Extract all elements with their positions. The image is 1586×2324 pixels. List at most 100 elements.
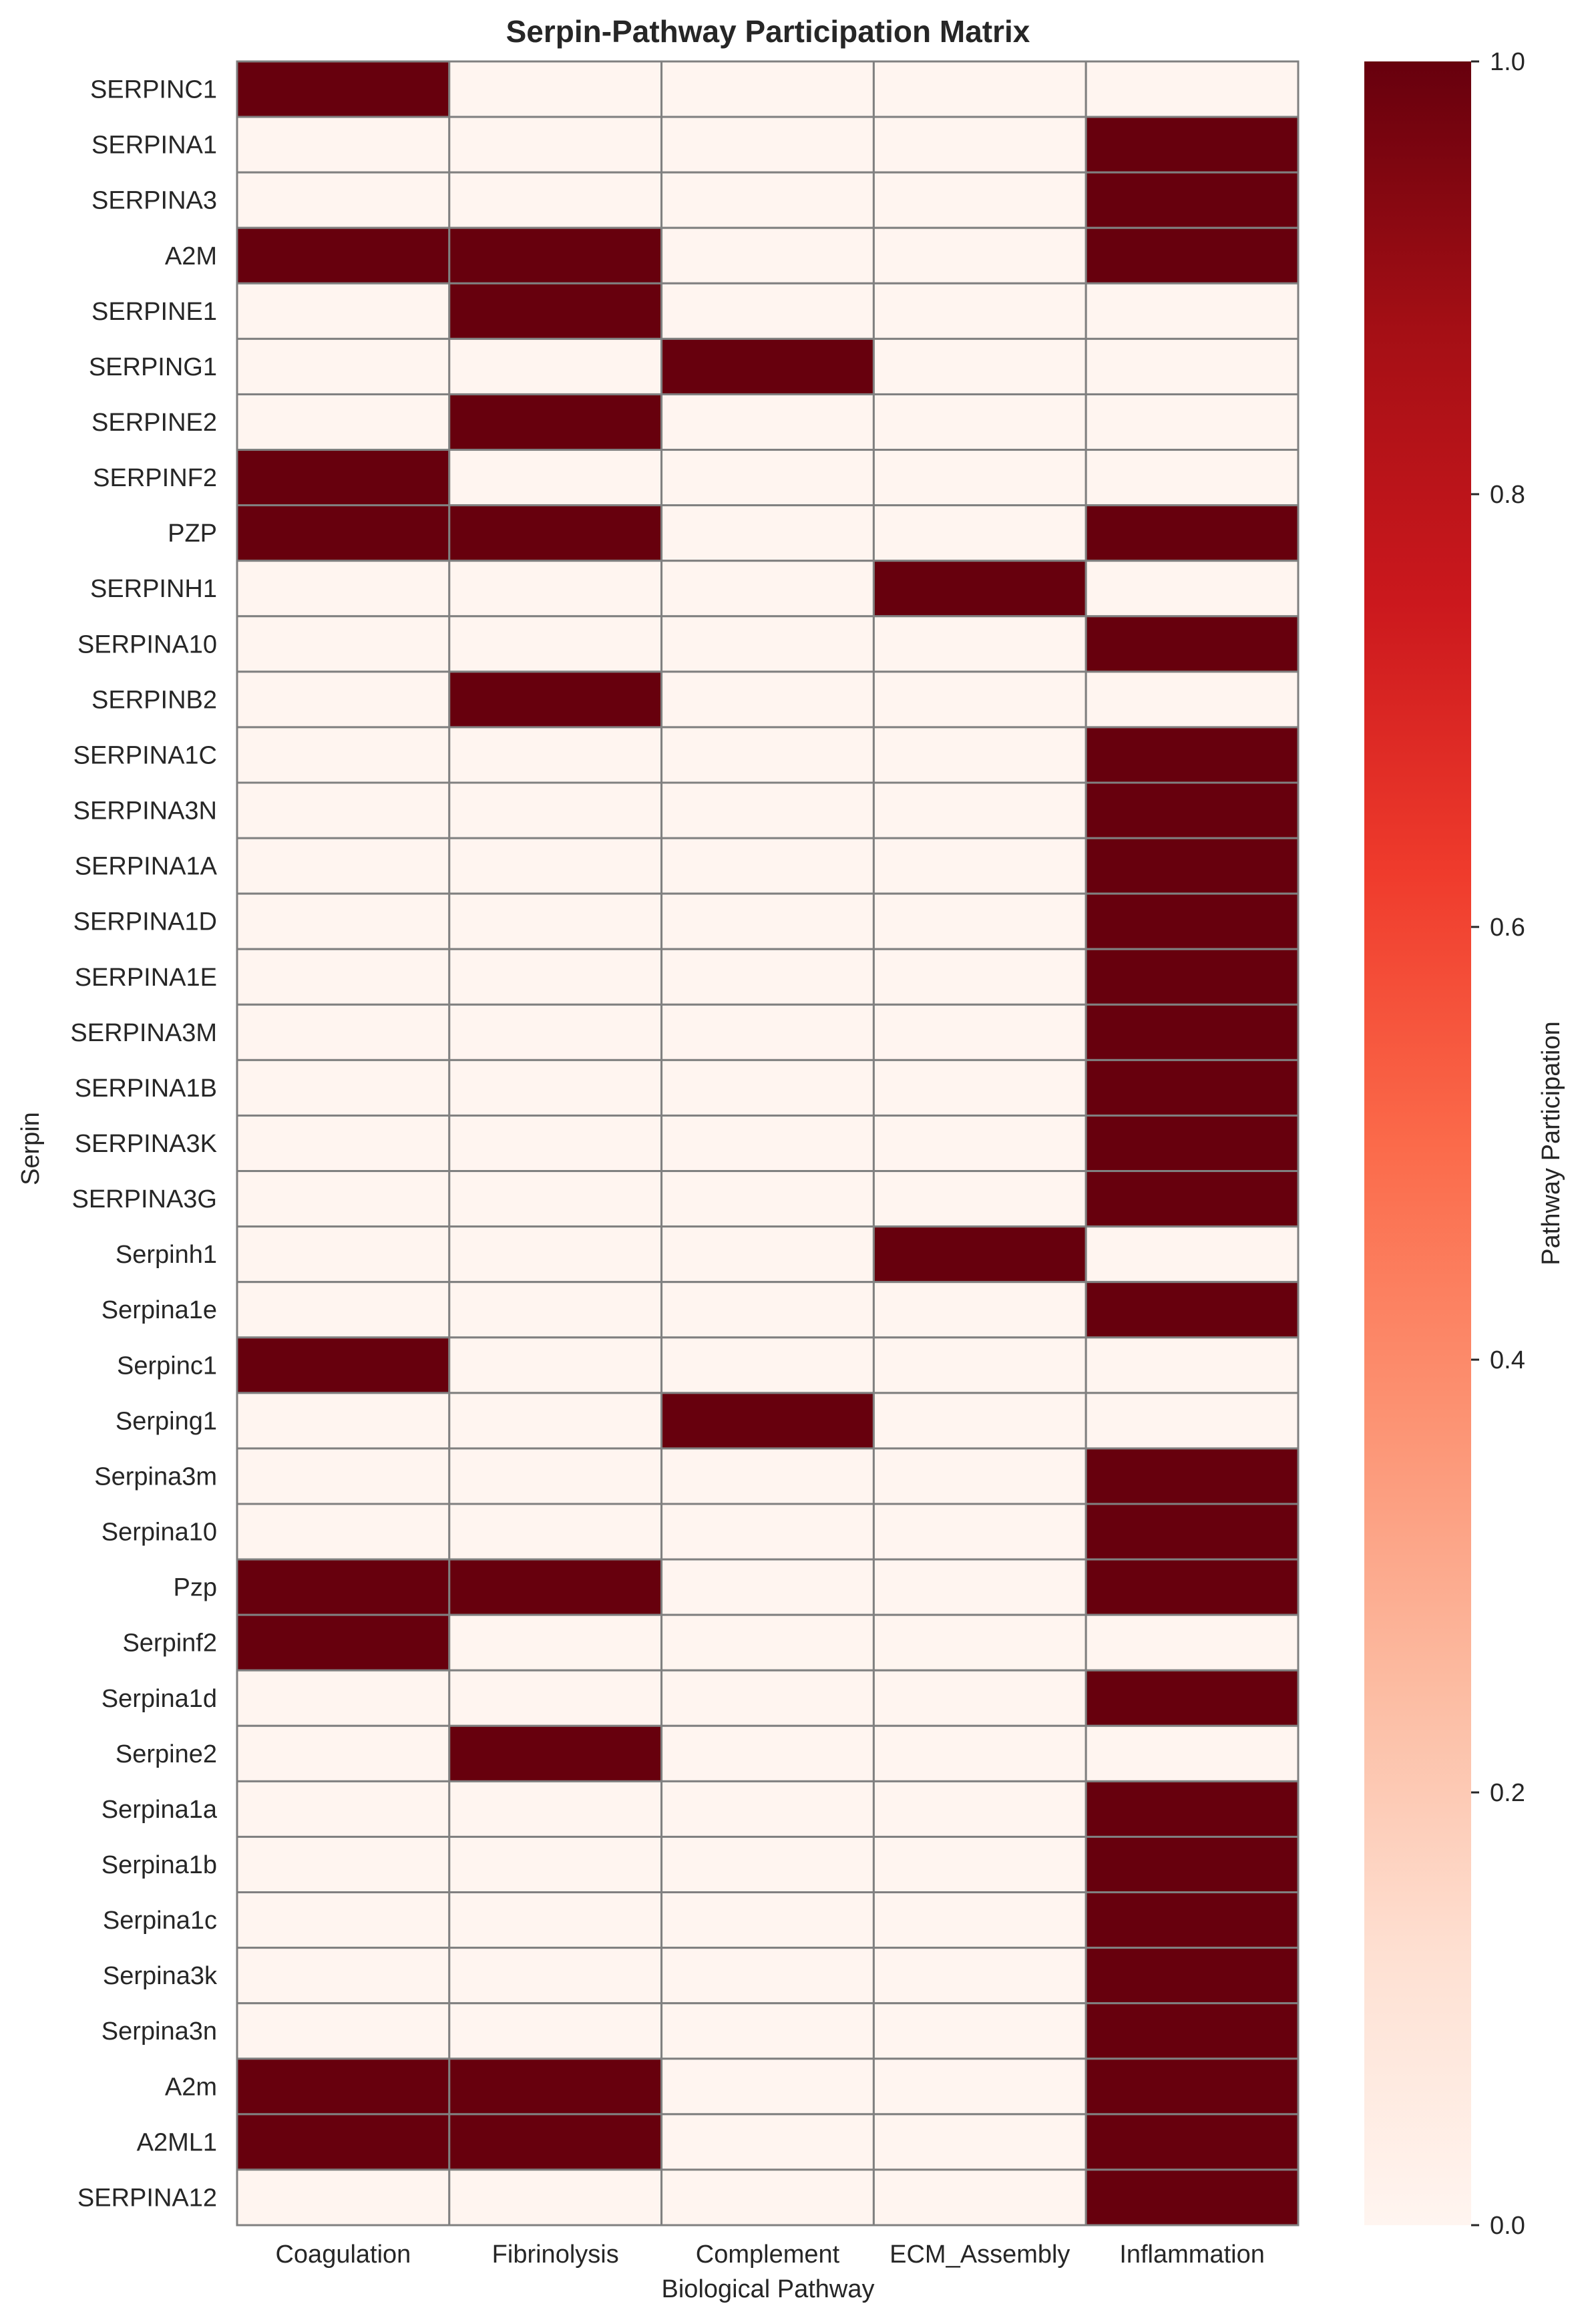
heatmap-cell: [236, 781, 451, 839]
heatmap-cell: [1084, 781, 1300, 839]
heatmap-cell: [448, 226, 663, 284]
colorbar: [1364, 61, 1471, 2225]
heatmap-cell: [660, 449, 875, 507]
heatmap-cell: [448, 1780, 663, 1838]
heatmap-cell: [1084, 948, 1300, 1006]
heatmap-cell: [1084, 892, 1300, 950]
y-tick-label: SERPINA1: [91, 132, 217, 160]
heatmap-cell: [236, 1447, 451, 1505]
y-tick-label: SERPINA3G: [71, 1185, 217, 1213]
heatmap-cell: [660, 2168, 875, 2226]
y-tick-label: SERPINA3K: [75, 1130, 217, 1158]
heatmap-cell: [448, 892, 663, 950]
heatmap-cell: [1084, 449, 1300, 507]
heatmap-cell: [872, 1503, 1087, 1561]
heatmap-cell: [660, 1336, 875, 1394]
heatmap-cell: [448, 781, 663, 839]
y-tick-label: SERPINH1: [90, 575, 217, 603]
heatmap-cell: [448, 2058, 663, 2116]
heatmap-cell: [448, 948, 663, 1006]
heatmap-cell: [872, 1114, 1087, 1173]
heatmap-cell: [1084, 1392, 1300, 1450]
heatmap-cell: [1084, 337, 1300, 395]
heatmap-cell: [872, 2113, 1087, 2171]
heatmap-cell: [872, 726, 1087, 784]
heatmap-cell: [660, 781, 875, 839]
heatmap-cell: [236, 948, 451, 1006]
heatmap-cell: [1084, 1225, 1300, 1284]
heatmap-cell: [660, 2113, 875, 2171]
y-tick-label: SERPINE2: [91, 409, 217, 437]
heatmap-cell: [872, 2058, 1087, 2116]
heatmap-cell: [1084, 171, 1300, 229]
heatmap-cell: [872, 1724, 1087, 1782]
heatmap-cell: [236, 2002, 451, 2060]
heatmap-cells: [236, 60, 1300, 2226]
heatmap-cell: [872, 1336, 1087, 1394]
heatmap-cell: [448, 282, 663, 340]
heatmap-cell: [1084, 1003, 1300, 1061]
heatmap-cell: [660, 1558, 875, 1616]
heatmap-cell: [660, 837, 875, 895]
heatmap-cell: [872, 1003, 1087, 1061]
heatmap-cell: [236, 1225, 451, 1284]
heatmap-cell: [236, 337, 451, 395]
heatmap-cell: [1084, 1724, 1300, 1782]
y-tick-label: Serpina1a: [102, 1796, 218, 1824]
heatmap-cell: [1084, 670, 1300, 729]
heatmap-cell: [872, 282, 1087, 340]
y-tick-label: SERPINB2: [91, 686, 217, 714]
colorbar-tick-label: 0.0: [1490, 2212, 1525, 2240]
x-tick-labels: Coagulation Fibrinolysis Complement ECM_Ass…: [275, 2241, 1264, 2269]
y-tick-label: SERPINF2: [93, 464, 217, 492]
colorbar-tick-label: 1.0: [1490, 48, 1525, 76]
heatmap-cell: [872, 449, 1087, 507]
heatmap-cell: [236, 1669, 451, 1727]
colorbar-tick-label: 0.6: [1490, 914, 1525, 942]
heatmap-cell: [448, 1170, 663, 1228]
heatmap-cell: [660, 1891, 875, 1949]
heatmap-cell: [872, 1947, 1087, 2005]
x-axis-label: Biological Pathway: [662, 2275, 875, 2303]
heatmap-cell: [1084, 726, 1300, 784]
heatmap-cell: [872, 60, 1087, 118]
y-tick-label: A2M: [165, 242, 217, 270]
heatmap-cell: [872, 1281, 1087, 1339]
heatmap-cell: [872, 670, 1087, 729]
heatmap-cell: [448, 726, 663, 784]
y-tick-label: SERPINA1D: [73, 908, 217, 936]
heatmap-cell: [448, 670, 663, 729]
heatmap-cell: [448, 1003, 663, 1061]
heatmap-cell: [448, 615, 663, 673]
heatmap-cell: [872, 1891, 1087, 1949]
heatmap-cell: [660, 1613, 875, 1672]
chart-title: Serpin-Pathway Participation Matrix: [506, 14, 1030, 49]
heatmap-cell: [660, 226, 875, 284]
heatmap-cell: [1084, 1281, 1300, 1339]
heatmap-cell: [660, 948, 875, 1006]
heatmap-cell: [872, 1613, 1087, 1672]
heatmap-cell: [660, 171, 875, 229]
y-tick-label: SERPINA1B: [75, 1075, 217, 1103]
heatmap-cell: [448, 504, 663, 562]
heatmap-cell: [660, 1225, 875, 1284]
heatmap-cell: [1084, 60, 1300, 118]
heatmap-cell: [448, 1114, 663, 1173]
heatmap-cell: [448, 393, 663, 451]
heatmap-cell: [872, 116, 1087, 174]
heatmap-cell: [236, 2168, 451, 2226]
heatmap-cell: [1084, 282, 1300, 340]
heatmap-cell: [236, 1058, 451, 1117]
heatmap-cell: [660, 1058, 875, 1117]
heatmap-cell: [1084, 1558, 1300, 1616]
heatmap-cell: [872, 504, 1087, 562]
heatmap-cell: [448, 1669, 663, 1727]
heatmap-cell: [872, 1225, 1087, 1284]
heatmap-cell: [872, 1392, 1087, 1450]
colorbar-tick-label: 0.2: [1490, 1779, 1525, 1807]
heatmap-cell: [660, 504, 875, 562]
x-tick-label: Coagulation: [275, 2241, 411, 2269]
y-tick-label: Serpina10: [102, 1519, 217, 1547]
heatmap-cell: [236, 1724, 451, 1782]
